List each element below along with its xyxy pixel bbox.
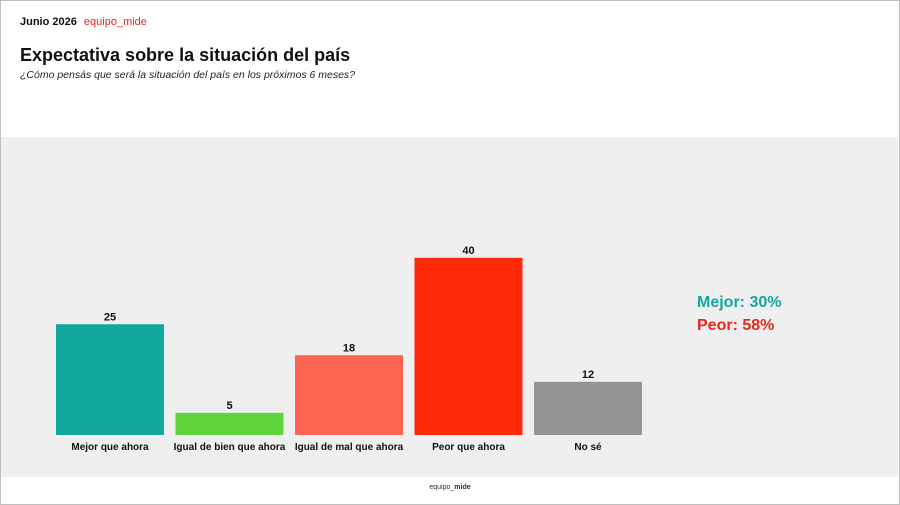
footer-suffix: mide	[454, 484, 471, 491]
chart-header: Junio 2026 equipo_mide Expectativa sobre…	[20, 16, 880, 81]
bar-3	[414, 257, 523, 435]
category-label-2: Igual de mal que ahora	[295, 442, 404, 453]
category-label-0: Mejor que ahora	[71, 442, 149, 453]
header-brand: equipo_mide	[83, 16, 147, 28]
bar-4	[534, 381, 642, 435]
data-label-2: 18	[343, 342, 355, 354]
chart-subtitle: ¿Cómo pensás que será la situación del p…	[20, 69, 356, 81]
data-label-0: 25	[104, 311, 116, 323]
summary-better: Mejor: 30%	[697, 294, 782, 311]
summary-worse: Peor: 58%	[697, 317, 775, 334]
data-label-1: 5	[226, 400, 232, 412]
footer-prefix: equipo_	[429, 484, 455, 491]
category-label-4: No sé	[574, 442, 602, 453]
summary-box: Mejor: 30% Peor: 58%	[697, 291, 781, 337]
chart-panel: 25 Mejor que ahora 5 Igual de bien que ahor…	[1, 137, 898, 477]
chart-title: Expectativa sobre la situación del país	[20, 45, 351, 65]
bar-chart: 25 Mejor que ahora 5 Igual de bien que ahor…	[56, 245, 642, 453]
bar-0	[56, 324, 164, 435]
data-label-3: 40	[462, 245, 474, 257]
data-label-4: 12	[582, 369, 594, 381]
header-date: Junio 2026	[20, 16, 77, 28]
footer-brand: equipo_mide	[0, 484, 900, 491]
bar-1	[175, 412, 284, 435]
bar-2	[295, 355, 403, 435]
category-label-1: Igual de bien que ahora	[174, 442, 286, 453]
category-label-3: Peor que ahora	[432, 442, 505, 453]
header-topline: Junio 2026 equipo_mide	[20, 16, 880, 28]
